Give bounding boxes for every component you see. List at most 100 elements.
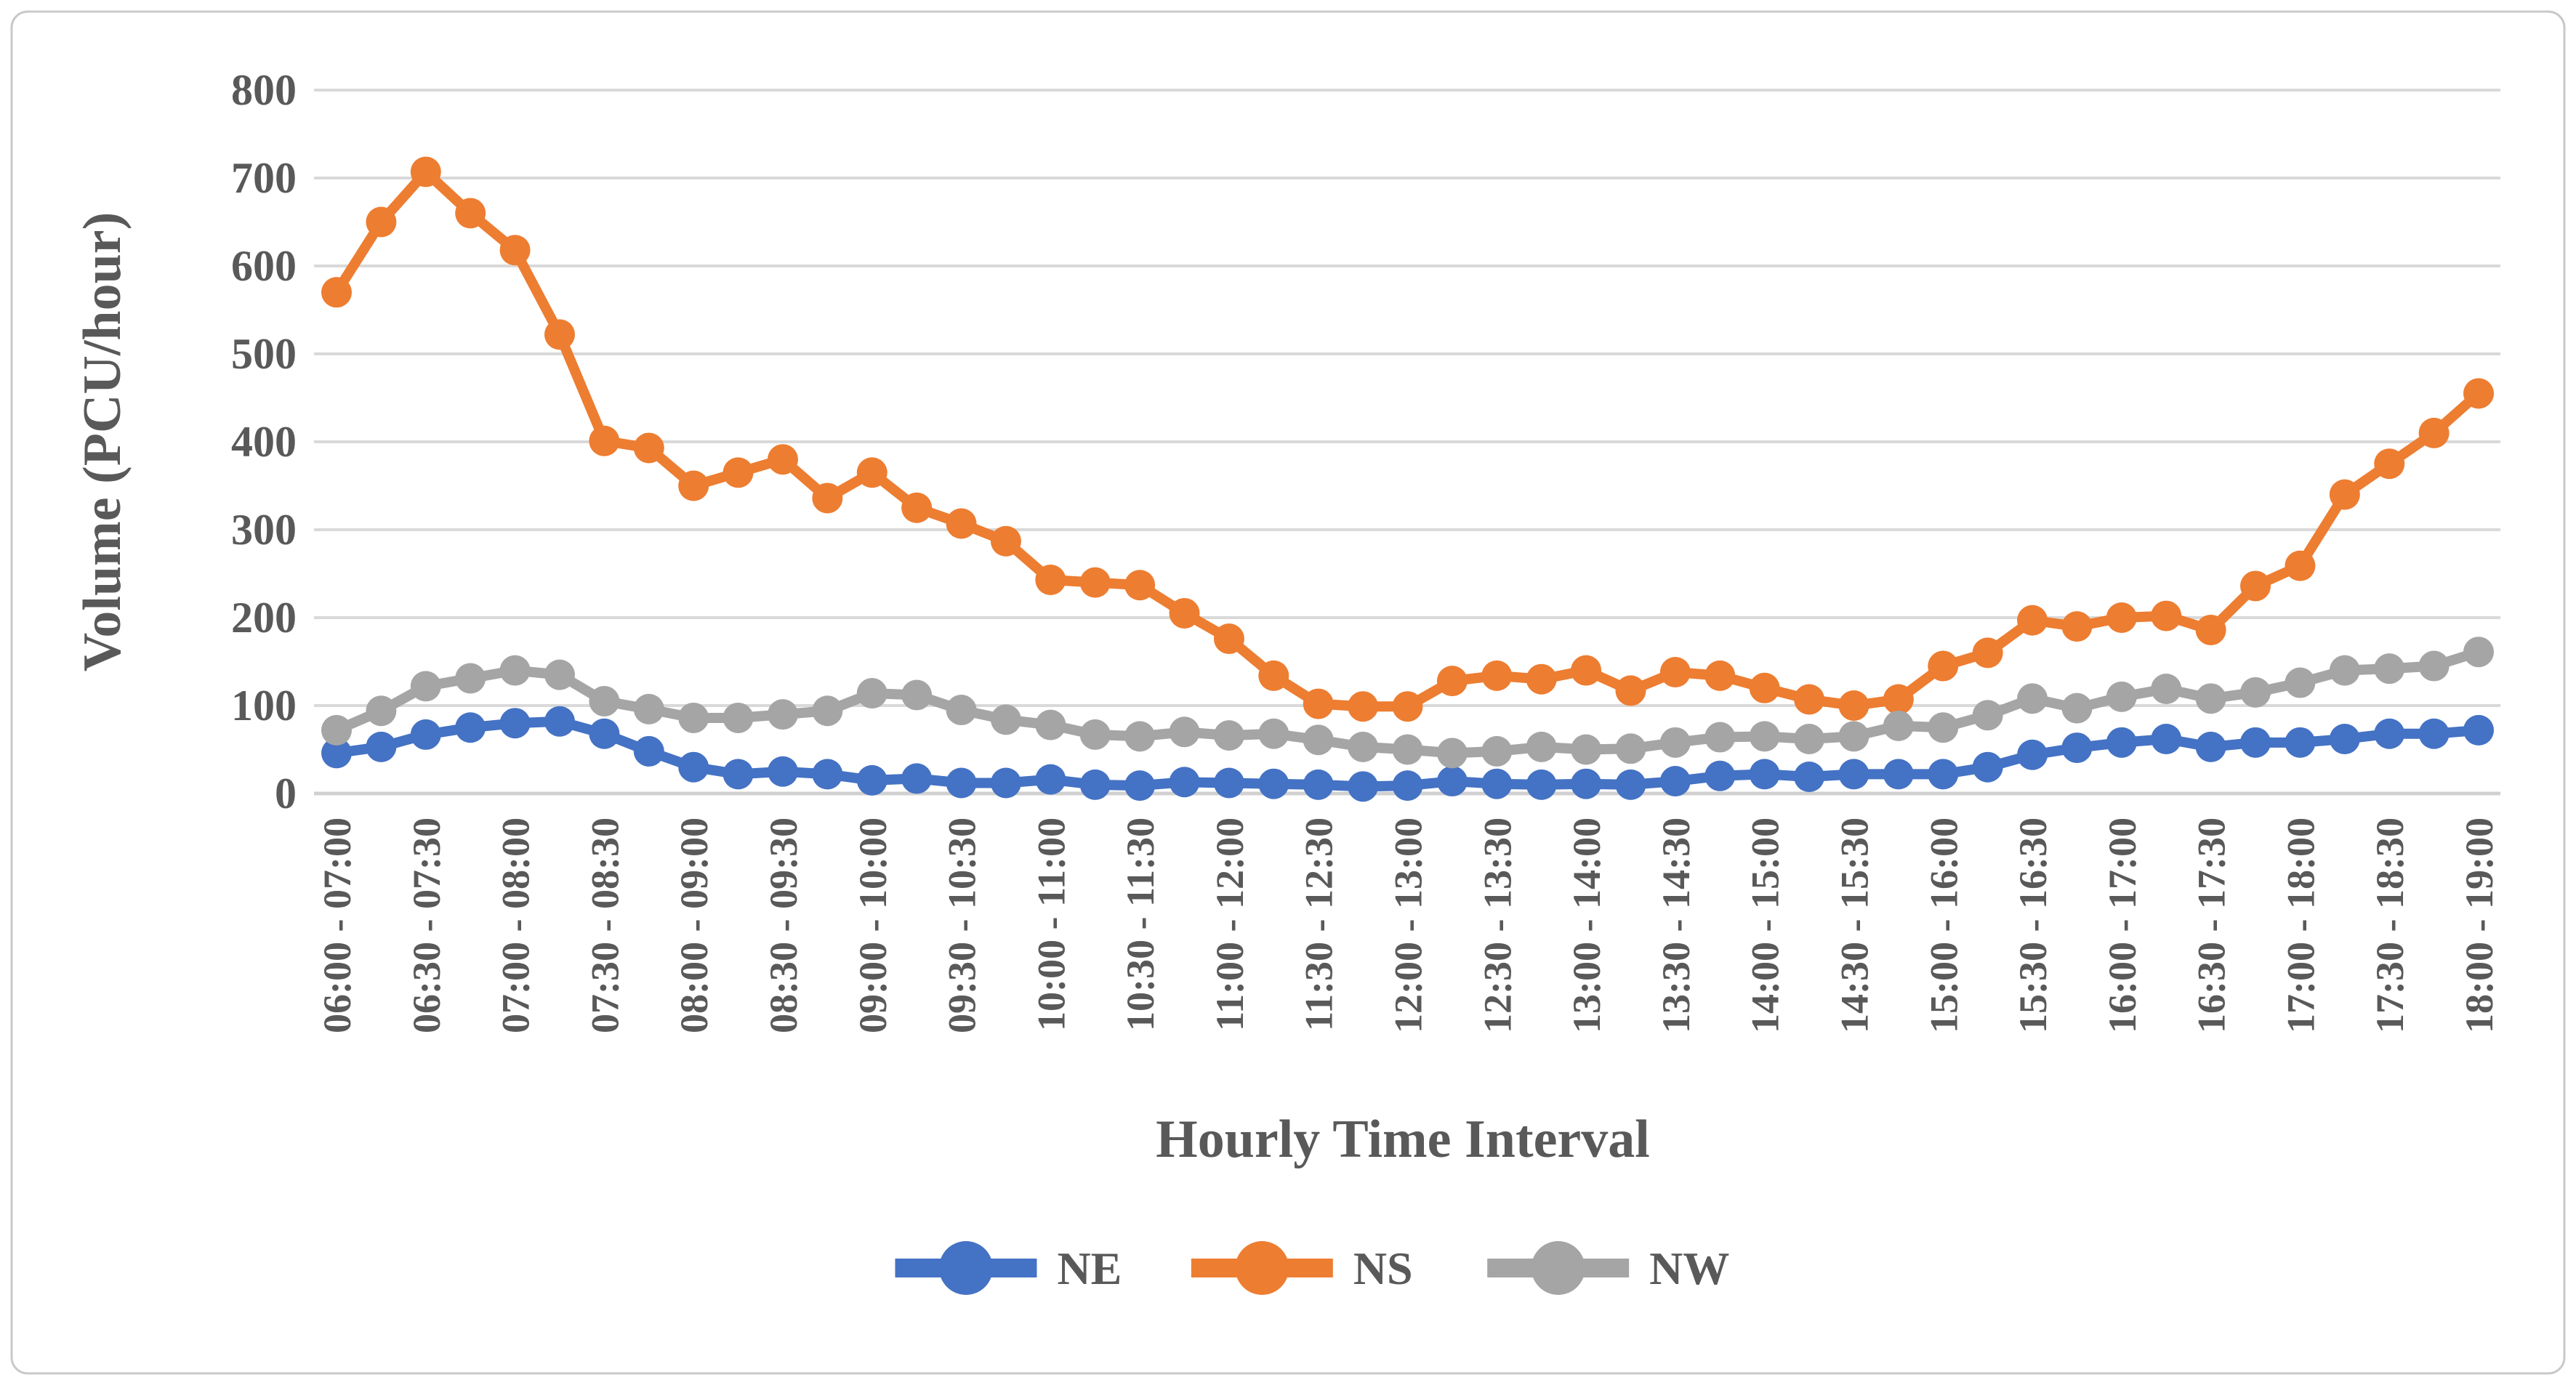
data-point-NE-12 xyxy=(856,764,887,796)
data-point-NW-9 xyxy=(723,702,754,733)
data-point-NW-41 xyxy=(2151,674,2182,705)
data-point-NE-31 xyxy=(1704,760,1736,791)
data-point-NS-27 xyxy=(1526,663,1557,695)
data-point-NE-23 xyxy=(1348,771,1379,802)
legend-marker-icon-NS xyxy=(1235,1241,1289,1295)
legend-label-NW: NW xyxy=(1649,1243,1729,1294)
data-point-NW-21 xyxy=(1258,718,1289,749)
data-point-NW-5 xyxy=(544,659,575,690)
data-point-NS-17 xyxy=(1079,567,1111,598)
data-point-NE-44 xyxy=(2285,727,2316,758)
data-point-NE-17 xyxy=(1079,769,1111,800)
x-tick-label-10: 11:00 - 12:00 xyxy=(1208,817,1252,1031)
data-point-NS-44 xyxy=(2285,550,2316,581)
legend-item-NS: NS xyxy=(1191,1241,1413,1295)
x-tick-label-7: 09:30 - 10:30 xyxy=(941,817,984,1033)
data-point-NW-15 xyxy=(990,704,1021,735)
data-point-NW-39 xyxy=(2061,692,2093,724)
data-point-NW-40 xyxy=(2106,681,2137,712)
x-tick-label-5: 08:30 - 09:30 xyxy=(762,817,805,1033)
data-point-NE-46 xyxy=(2374,718,2405,749)
data-point-NE-10 xyxy=(767,756,798,787)
x-tick-label-2: 07:00 - 08:00 xyxy=(494,817,538,1033)
data-point-NW-16 xyxy=(1035,709,1066,740)
data-point-NE-29 xyxy=(1615,769,1646,800)
data-point-NW-26 xyxy=(1481,735,1513,767)
data-point-NW-42 xyxy=(2195,683,2226,714)
data-point-NE-47 xyxy=(2418,718,2450,749)
y-tick-label-0: 0 xyxy=(275,770,297,817)
data-point-NW-19 xyxy=(1169,716,1200,748)
data-point-NS-10 xyxy=(767,444,798,475)
x-tick-label-18: 15:00 - 16:00 xyxy=(1922,817,1965,1033)
data-point-NS-12 xyxy=(856,457,887,488)
data-point-NE-27 xyxy=(1526,769,1557,800)
data-point-NS-41 xyxy=(2151,600,2182,631)
data-point-NS-22 xyxy=(1303,688,1334,719)
chart-border xyxy=(10,10,2566,1375)
data-point-NS-24 xyxy=(1392,691,1423,722)
data-series xyxy=(321,156,2494,802)
x-tick-label-6: 09:00 - 10:00 xyxy=(851,817,895,1033)
data-point-NW-6 xyxy=(589,685,620,716)
data-point-NE-2 xyxy=(410,719,441,750)
data-point-NE-41 xyxy=(2151,723,2182,754)
data-point-NS-0 xyxy=(321,277,352,308)
x-tick-label-8: 10:00 - 11:00 xyxy=(1029,817,1073,1031)
data-point-NE-20 xyxy=(1213,767,1244,799)
data-point-NS-42 xyxy=(2195,614,2226,645)
y-tick-label-800: 800 xyxy=(231,66,297,114)
data-point-NW-47 xyxy=(2418,650,2450,682)
data-point-NW-0 xyxy=(321,714,352,746)
data-point-NW-7 xyxy=(633,693,664,724)
data-point-NS-9 xyxy=(723,457,754,488)
y-tick-label-400: 400 xyxy=(231,418,297,466)
data-point-NE-11 xyxy=(812,759,843,790)
data-point-NE-3 xyxy=(455,712,486,743)
data-point-NE-40 xyxy=(2106,727,2137,758)
data-point-NS-1 xyxy=(366,206,397,238)
data-point-NW-43 xyxy=(2240,677,2271,708)
x-tick-label-16: 14:00 - 15:00 xyxy=(1744,817,1787,1033)
data-point-NW-44 xyxy=(2285,667,2316,698)
data-point-NS-3 xyxy=(455,198,486,229)
data-point-NW-4 xyxy=(499,655,531,686)
x-axis-tick-labels: 06:00 - 07:00 06:30 - 07:30 07:00 - 08:00 0… xyxy=(315,817,2501,1033)
x-tick-label-14: 13:00 - 14:00 xyxy=(1565,817,1609,1033)
data-point-NS-31 xyxy=(1704,660,1736,691)
data-point-NS-32 xyxy=(1749,672,1780,703)
data-point-NS-26 xyxy=(1481,660,1513,691)
data-point-NS-8 xyxy=(678,470,709,501)
data-point-NW-1 xyxy=(366,695,397,727)
gridlines xyxy=(314,89,2500,796)
data-point-NE-14 xyxy=(946,767,977,799)
data-point-NE-28 xyxy=(1571,768,1602,799)
data-point-NS-23 xyxy=(1348,691,1379,722)
data-point-NE-42 xyxy=(2195,731,2226,762)
data-point-NW-30 xyxy=(1659,727,1691,758)
x-tick-label-3: 07:30 - 08:30 xyxy=(583,817,627,1033)
x-tick-label-23: 17:30 - 18:30 xyxy=(2368,817,2412,1033)
x-tick-label-21: 16:30 - 17:30 xyxy=(2190,817,2234,1033)
data-point-NW-48 xyxy=(2463,637,2494,668)
legend-item-NE: NE xyxy=(895,1241,1122,1295)
data-point-NW-28 xyxy=(1571,734,1602,765)
data-point-NW-8 xyxy=(678,702,709,733)
legend-item-NW: NW xyxy=(1487,1241,1729,1295)
data-point-NW-12 xyxy=(856,678,887,709)
y-axis-title: Volume (PCU/hour) xyxy=(73,212,132,671)
x-tick-label-20: 16:00 - 17:00 xyxy=(2101,817,2144,1033)
y-tick-label-600: 600 xyxy=(231,242,297,290)
data-point-NW-18 xyxy=(1124,721,1156,752)
data-point-NW-29 xyxy=(1615,733,1646,764)
data-point-NE-4 xyxy=(499,708,531,739)
data-point-NS-19 xyxy=(1169,597,1200,629)
data-point-NS-21 xyxy=(1258,660,1289,691)
data-point-NS-40 xyxy=(2106,602,2137,633)
y-axis-tick-labels: 0 100 200 300 400 500 600 700 800 xyxy=(231,66,297,817)
y-tick-label-700: 700 xyxy=(231,154,297,202)
data-point-NS-20 xyxy=(1213,623,1244,655)
series-NE xyxy=(321,706,2494,802)
data-point-NS-48 xyxy=(2463,378,2494,409)
data-point-NW-20 xyxy=(1213,720,1244,751)
